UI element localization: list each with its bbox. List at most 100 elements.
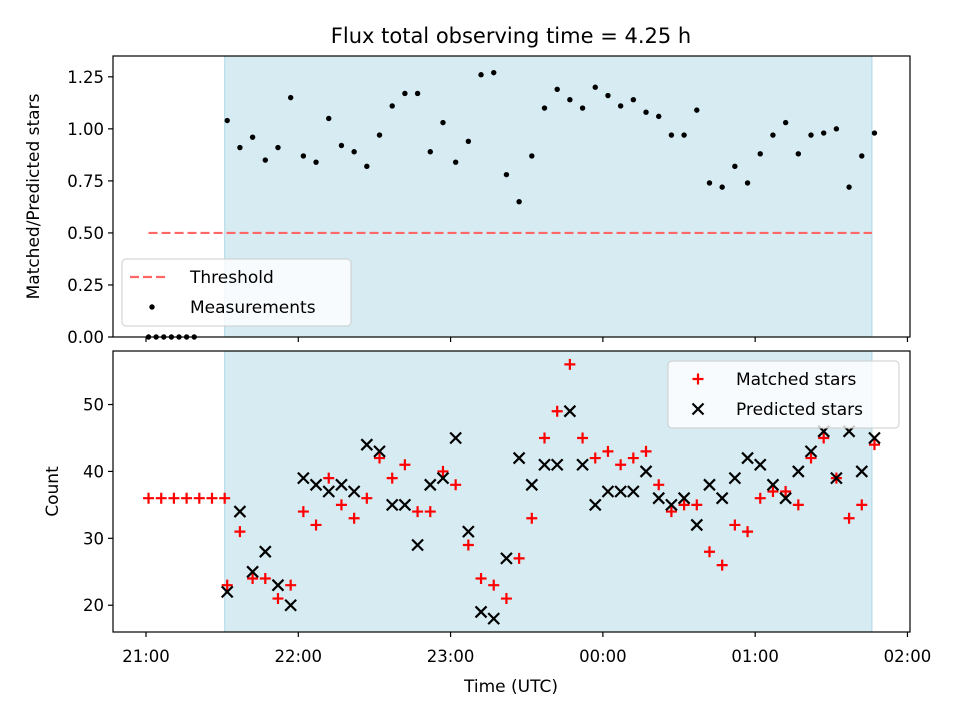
y-tick-label: 0.75 — [67, 172, 104, 191]
legend-box — [667, 360, 900, 429]
matched-star-point — [335, 499, 347, 511]
matched-star-point — [424, 506, 436, 518]
matched-star-point — [615, 459, 627, 471]
y-tick-label: 20 — [83, 596, 104, 615]
measurement-point — [821, 130, 827, 136]
predicted-star-point — [563, 404, 577, 418]
matched-star-point — [193, 492, 205, 504]
measurement-point — [478, 72, 484, 78]
predicted-star-point — [855, 465, 869, 478]
matched-star-point — [386, 472, 398, 484]
predicted-star-point — [474, 605, 488, 619]
matched-star-point — [247, 572, 259, 584]
measurement-point — [694, 107, 700, 113]
matched-star-point — [221, 579, 233, 591]
matched-star-point — [551, 405, 563, 417]
measurement-point — [465, 138, 472, 145]
predicted-star-point — [360, 438, 374, 451]
y-axis-label: Matched/Predicted stars — [24, 93, 44, 299]
measurement-point — [427, 149, 433, 155]
legend-measurement-swatch — [149, 304, 155, 310]
matched-star-point — [640, 445, 652, 457]
predicted-star-point — [652, 491, 665, 505]
axes-frame — [112, 350, 911, 633]
measurement-point — [249, 134, 256, 140]
predicted-star-point — [411, 538, 424, 552]
measurement-point — [770, 132, 776, 138]
predicted-star-point — [868, 431, 881, 445]
predicted-star-point — [677, 491, 691, 505]
matched-star-point — [716, 559, 728, 571]
matched-star-point — [856, 499, 868, 511]
predicted-star-point — [436, 471, 450, 485]
predicted-star-point — [627, 485, 640, 498]
measurement-point — [224, 117, 230, 124]
measurement-point — [592, 84, 598, 90]
axes-frame — [112, 55, 911, 338]
matched-star-point — [374, 452, 386, 464]
y-tick-label: 0.50 — [67, 224, 104, 243]
measurement-point — [567, 97, 573, 103]
measurement-point — [262, 157, 268, 163]
y-axis-label: Count — [43, 466, 63, 517]
matched-star-point — [729, 519, 741, 531]
measurement-point — [402, 90, 408, 97]
predicted-star-point — [614, 485, 627, 498]
predicted-star-point — [423, 478, 437, 492]
predicted-star-point — [385, 498, 399, 512]
predicted-star-point — [639, 465, 653, 478]
predicted-star-point — [550, 458, 564, 472]
predicted-star-point — [259, 545, 272, 558]
legend-label: Measurements — [190, 298, 316, 318]
predicted-star-point — [398, 498, 412, 512]
measurement-point — [833, 126, 840, 132]
predicted-star-point — [779, 491, 792, 505]
measurement-point — [579, 105, 586, 111]
matched-star-point — [361, 492, 373, 504]
legend-box — [121, 258, 352, 327]
measurement-point — [744, 180, 751, 186]
predicted-star-point — [703, 478, 716, 492]
measurement-point — [491, 69, 497, 76]
matched-star-point — [272, 593, 284, 605]
predicted-star-point — [297, 471, 310, 485]
matched-star-point — [577, 432, 589, 444]
predicted-star-point — [715, 491, 729, 505]
measurement-point — [364, 163, 370, 170]
x-tick-label: 02:00 — [884, 647, 932, 666]
measurement-point — [706, 180, 713, 186]
matched-star-point — [234, 526, 246, 538]
x-tick-label: 22:00 — [275, 647, 323, 666]
matched-star-point — [602, 445, 614, 457]
predicted-star-point — [741, 451, 754, 465]
predicted-star-point — [309, 478, 323, 492]
y-tick-label: 0.00 — [67, 328, 104, 347]
matched-star-point — [155, 492, 167, 504]
predicted-star-point — [792, 465, 805, 478]
chart-title: Flux total observing time = 4.25 h — [331, 24, 691, 48]
legend-label: Predicted stars — [736, 400, 863, 420]
predicted-star-point — [220, 585, 234, 599]
y-tick-label: 30 — [83, 529, 104, 548]
matched-star-point — [843, 512, 855, 524]
y-tick-label: 50 — [83, 396, 104, 415]
measurement-point — [617, 103, 624, 109]
predicted-star-point — [804, 445, 818, 458]
matched-star-point — [665, 506, 677, 518]
predicted-star-point — [284, 598, 297, 612]
x-axis-label: Time (UTC) — [463, 677, 558, 697]
matched-star-point — [792, 499, 804, 511]
predicted-star-point — [512, 451, 526, 465]
legend-label: Threshold — [189, 268, 274, 288]
measurement-point — [313, 159, 319, 165]
x-tick-label: 00:00 — [579, 647, 627, 666]
measurement-point — [275, 144, 281, 151]
predicted-star-point — [347, 485, 361, 498]
matched-star-point — [818, 432, 830, 444]
predicted-star-point — [487, 612, 501, 625]
predicted-star-point — [830, 471, 843, 485]
y-tick-label: 0.25 — [67, 276, 104, 295]
predicted-star-point — [373, 445, 386, 458]
predicted-star-point — [322, 485, 336, 498]
matched-star-point — [310, 519, 322, 531]
